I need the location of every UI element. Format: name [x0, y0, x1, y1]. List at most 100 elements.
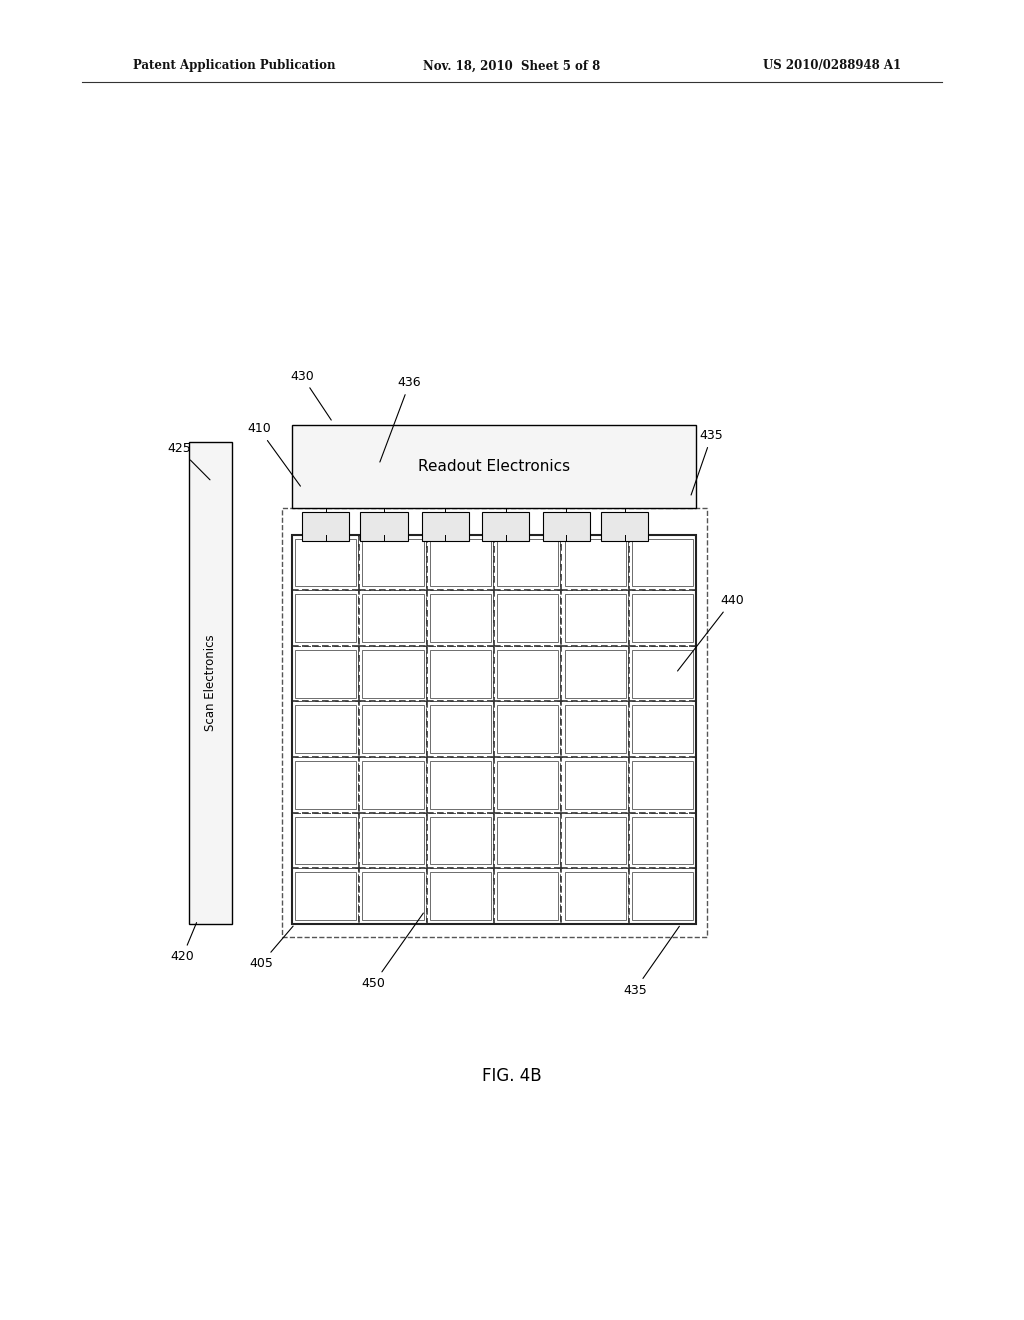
Bar [632, 539, 693, 586]
Bar [427, 645, 494, 701]
Text: 440: 440 [678, 594, 744, 671]
Bar [295, 762, 356, 809]
Bar [295, 594, 356, 642]
Bar [564, 762, 626, 809]
Bar [629, 758, 696, 813]
Bar [292, 758, 359, 813]
Text: Patent Application Publication: Patent Application Publication [133, 59, 336, 73]
Bar [629, 645, 696, 701]
Bar [189, 442, 232, 924]
Bar [564, 539, 626, 586]
Bar [430, 539, 492, 586]
Bar [632, 594, 693, 642]
Bar [362, 762, 424, 809]
Bar [629, 701, 696, 758]
Bar [494, 758, 561, 813]
Bar [601, 512, 648, 541]
Bar [561, 535, 629, 590]
Bar [362, 649, 424, 697]
Bar [564, 705, 626, 754]
Text: 430: 430 [290, 370, 331, 420]
Bar [561, 590, 629, 645]
Text: 450: 450 [361, 913, 423, 990]
Bar [561, 645, 629, 701]
Text: 420: 420 [170, 923, 197, 964]
Bar [632, 762, 693, 809]
Bar [561, 813, 629, 869]
Bar [430, 762, 492, 809]
Bar [498, 649, 558, 697]
Bar [498, 594, 558, 642]
Bar [494, 645, 561, 701]
Bar [427, 869, 494, 924]
Bar [292, 813, 359, 869]
Bar [564, 817, 626, 865]
Bar [629, 535, 696, 590]
Bar [359, 535, 427, 590]
Bar [359, 869, 427, 924]
Bar [295, 873, 356, 920]
Bar [292, 590, 359, 645]
Bar [561, 701, 629, 758]
Text: Nov. 18, 2010  Sheet 5 of 8: Nov. 18, 2010 Sheet 5 of 8 [423, 59, 601, 73]
Bar [494, 869, 561, 924]
Bar [543, 512, 590, 541]
Bar [629, 869, 696, 924]
Bar [422, 512, 469, 541]
Bar [427, 535, 494, 590]
Bar [632, 817, 693, 865]
Bar [632, 705, 693, 754]
Text: 425: 425 [167, 442, 210, 480]
Bar [292, 645, 359, 701]
Bar [295, 539, 356, 586]
Bar [292, 869, 359, 924]
Text: 436: 436 [380, 376, 422, 462]
Bar [295, 705, 356, 754]
Bar [494, 813, 561, 869]
Bar [430, 594, 492, 642]
Bar [430, 873, 492, 920]
Bar [362, 539, 424, 586]
Bar [498, 817, 558, 865]
Bar [482, 512, 529, 541]
Bar [632, 649, 693, 697]
Bar [494, 590, 561, 645]
Bar [292, 425, 696, 508]
Bar [427, 701, 494, 758]
Bar [498, 539, 558, 586]
Bar [360, 512, 408, 541]
Bar [359, 645, 427, 701]
Bar [498, 873, 558, 920]
Bar [430, 649, 492, 697]
Bar [498, 705, 558, 754]
Bar [362, 705, 424, 754]
Bar [292, 535, 696, 924]
Bar [359, 590, 427, 645]
Bar [430, 705, 492, 754]
Bar [427, 813, 494, 869]
Text: 435: 435 [623, 927, 679, 997]
Text: Scan Electronics: Scan Electronics [205, 635, 217, 731]
Bar [362, 873, 424, 920]
Bar [359, 701, 427, 758]
Text: Readout Electronics: Readout Electronics [418, 459, 570, 474]
Bar [292, 701, 359, 758]
Bar [564, 649, 626, 697]
Text: 435: 435 [691, 429, 724, 495]
Bar [295, 649, 356, 697]
Text: 405: 405 [249, 927, 293, 970]
Text: FIG. 4B: FIG. 4B [482, 1067, 542, 1085]
Bar [362, 594, 424, 642]
Bar [427, 590, 494, 645]
Bar [561, 758, 629, 813]
Bar [564, 873, 626, 920]
Text: US 2010/0288948 A1: US 2010/0288948 A1 [763, 59, 901, 73]
Bar [561, 869, 629, 924]
Bar [302, 512, 349, 541]
Text: 410: 410 [247, 422, 300, 486]
Bar [430, 817, 492, 865]
Bar [292, 535, 359, 590]
Bar [362, 817, 424, 865]
Bar [494, 535, 561, 590]
Bar [359, 758, 427, 813]
